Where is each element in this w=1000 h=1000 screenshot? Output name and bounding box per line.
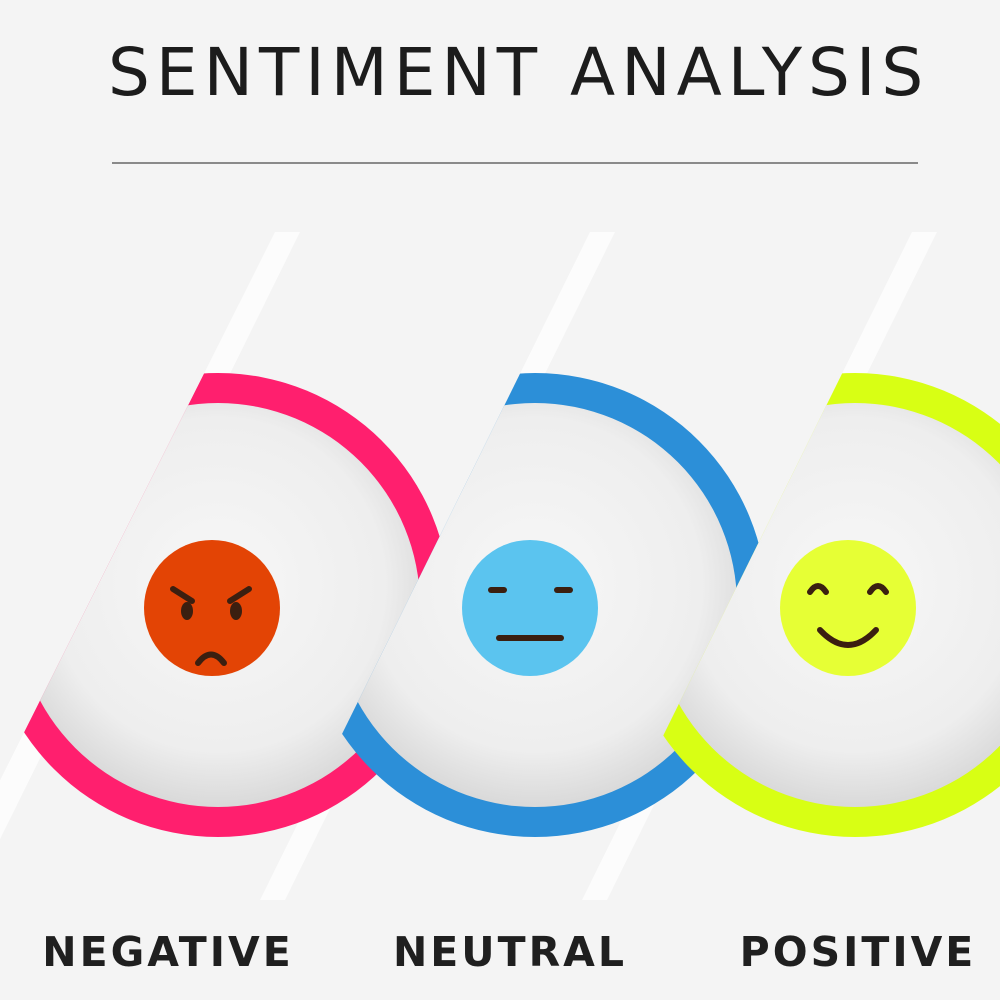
page-title: SENTIMENT ANALYSIS — [108, 34, 930, 111]
neutral-face-icon — [462, 540, 598, 676]
positive-label: POSITIVE — [739, 928, 977, 976]
angry-face-icon — [144, 540, 280, 676]
neutral-label: NEUTRAL — [392, 928, 627, 976]
smiling-face-icon — [780, 540, 916, 676]
negative-label: NEGATIVE — [42, 928, 294, 976]
title-divider — [112, 162, 918, 164]
